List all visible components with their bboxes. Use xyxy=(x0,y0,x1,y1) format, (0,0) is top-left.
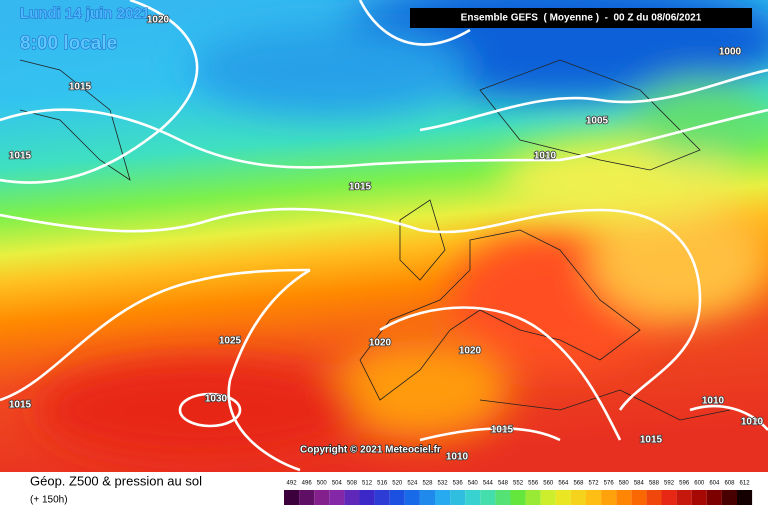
footer-lead: (+ 150h) xyxy=(30,495,68,506)
legend-label: 504 xyxy=(332,481,343,487)
legend-swatch xyxy=(359,490,375,505)
legend-swatch xyxy=(676,490,692,505)
legend-label: 588 xyxy=(649,481,660,487)
legend-label: 604 xyxy=(709,481,720,487)
isobar-label: 1000 xyxy=(719,47,742,58)
legend-swatch xyxy=(691,490,707,505)
legend-label: 608 xyxy=(724,481,735,487)
legend-swatch xyxy=(419,490,435,505)
isobar-label: 1005 xyxy=(586,116,609,127)
legend-label: 580 xyxy=(619,481,630,487)
legend-swatch xyxy=(465,490,481,505)
legend-swatch xyxy=(299,490,315,505)
legend-swatch xyxy=(555,490,571,505)
legend-swatch xyxy=(314,490,330,505)
legend-swatch xyxy=(706,490,722,505)
legend-label: 576 xyxy=(604,481,615,487)
legend-swatch xyxy=(374,490,390,505)
legend-swatch xyxy=(435,490,451,505)
isobar-label: 1015 xyxy=(9,151,32,162)
isobars xyxy=(0,0,768,470)
legend-swatch xyxy=(601,490,617,505)
legend-label: 584 xyxy=(634,481,645,487)
isobar-label: 1030 xyxy=(205,394,228,405)
legend-label: 548 xyxy=(498,481,509,487)
legend-label: 512 xyxy=(362,481,373,487)
legend-label: 540 xyxy=(468,481,479,487)
isobar-label: 1015 xyxy=(9,400,32,411)
isobar-label: 1020 xyxy=(369,338,392,349)
legend-label: 556 xyxy=(528,481,539,487)
isobar-label: 1015 xyxy=(349,182,372,193)
isobar-label: 1015 xyxy=(69,82,92,93)
legend-label: 520 xyxy=(392,481,403,487)
isobar-label: 1015 xyxy=(640,435,663,446)
legend-label: 516 xyxy=(377,481,388,487)
legend-label: 596 xyxy=(679,481,690,487)
isobar-label: 1020 xyxy=(147,15,170,26)
legend-swatch xyxy=(404,490,420,505)
legend-label: 612 xyxy=(740,481,751,487)
legend-label: 500 xyxy=(317,481,328,487)
legend-label: 564 xyxy=(558,481,569,487)
legend-swatch xyxy=(616,490,632,505)
legend-swatch xyxy=(737,490,753,505)
copyright: Copyright © 2021 Meteociel.fr xyxy=(300,445,441,456)
legend-label: 496 xyxy=(302,481,313,487)
legend-label: 508 xyxy=(347,481,358,487)
map-field xyxy=(0,0,768,472)
legend-label: 536 xyxy=(453,481,464,487)
legend-swatch xyxy=(540,490,556,505)
legend-swatch xyxy=(284,490,300,505)
legend-swatch xyxy=(661,490,677,505)
legend-label: 544 xyxy=(483,481,494,487)
legend-label: 592 xyxy=(664,481,675,487)
legend-swatch xyxy=(389,490,405,505)
isobar-label: 1010 xyxy=(741,417,764,428)
isobar-label: 1010 xyxy=(446,452,469,463)
forecast-date: Lundi 14 juin 2021 xyxy=(20,5,150,22)
legend-label: 552 xyxy=(513,481,524,487)
legend-label: 560 xyxy=(543,481,554,487)
legend-label: 532 xyxy=(438,481,449,487)
forecast-time: 8:00 locale xyxy=(20,33,117,54)
legend-label: 568 xyxy=(573,481,584,487)
run-info: Ensemble GEFS ( Moyenne ) - 00 Z du 08/0… xyxy=(461,13,702,24)
legend-label: 492 xyxy=(287,481,298,487)
legend-swatch xyxy=(646,490,662,505)
legend-label: 600 xyxy=(694,481,705,487)
legend-swatch xyxy=(344,490,360,505)
legend-swatch xyxy=(570,490,586,505)
isobar-label: 1015 xyxy=(491,425,514,436)
isobar-label: 1010 xyxy=(702,396,725,407)
legend-swatch xyxy=(586,490,602,505)
legend-swatch xyxy=(631,490,647,505)
header: Lundi 14 juin 2021 8:00 locale Ensemble … xyxy=(20,4,752,55)
legend-label: 572 xyxy=(589,481,600,487)
legend-swatch xyxy=(510,490,526,505)
isobar-label: 1010 xyxy=(534,151,557,162)
legend-swatch xyxy=(480,490,496,505)
isobar-label: 1020 xyxy=(459,346,482,357)
legend-label: 528 xyxy=(422,481,433,487)
isobar-label: 1025 xyxy=(219,336,242,347)
run-box xyxy=(410,8,752,28)
footer-title: Géop. Z500 & pression au sol xyxy=(30,473,202,488)
legend-swatch xyxy=(525,490,541,505)
legend-swatch xyxy=(495,490,511,505)
legend-swatch xyxy=(721,490,737,505)
legend-label: 524 xyxy=(407,481,418,487)
legend-swatch xyxy=(450,490,466,505)
legend-swatch xyxy=(329,490,345,505)
